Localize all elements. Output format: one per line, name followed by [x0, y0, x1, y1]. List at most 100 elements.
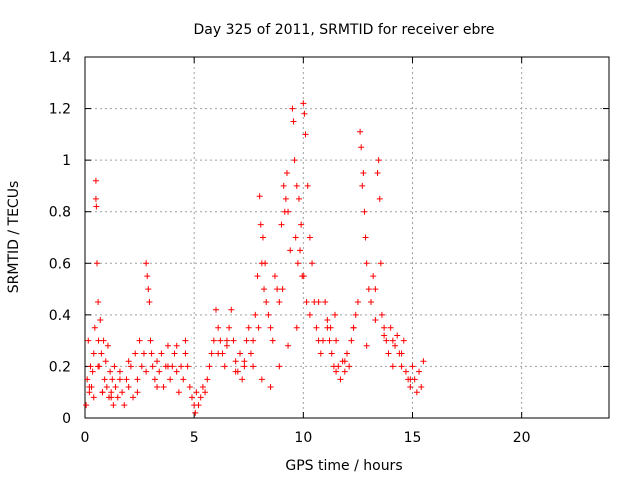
data-point — [149, 363, 156, 370]
y-tick-label: 1.4 — [49, 50, 71, 66]
data-point — [188, 394, 195, 401]
x-tick-label: 0 — [81, 430, 90, 446]
data-point — [294, 260, 301, 267]
data-point — [100, 337, 107, 344]
data-point — [173, 342, 180, 349]
data-point — [377, 260, 384, 267]
x-tick-label: 5 — [190, 430, 199, 446]
y-tick-label: 0 — [62, 411, 71, 427]
data-point — [241, 363, 248, 370]
data-point — [108, 394, 115, 401]
data-point — [91, 324, 98, 331]
data-point — [94, 260, 101, 267]
data-point — [154, 358, 161, 365]
data-point — [111, 363, 118, 370]
data-point — [112, 384, 119, 391]
data-point — [265, 311, 272, 318]
data-point — [85, 337, 92, 344]
data-point — [119, 389, 126, 396]
data-point — [358, 144, 365, 151]
data-point — [243, 337, 250, 344]
data-point — [147, 337, 154, 344]
data-point — [156, 368, 163, 375]
data-point — [381, 332, 388, 339]
data-point — [360, 170, 367, 177]
data-point — [144, 273, 151, 280]
data-point — [375, 157, 382, 164]
data-point — [287, 247, 294, 254]
data-point — [130, 394, 137, 401]
data-point — [110, 402, 117, 409]
data-point — [350, 324, 357, 331]
data-point — [84, 376, 91, 383]
data-point — [175, 389, 182, 396]
data-point — [138, 363, 145, 370]
data-point — [313, 324, 320, 331]
data-point — [226, 324, 233, 331]
x-tick-label: 20 — [513, 430, 531, 446]
data-point — [363, 342, 370, 349]
data-point — [132, 350, 139, 357]
data-point — [269, 337, 276, 344]
data-point — [297, 247, 304, 254]
data-point — [407, 384, 414, 391]
data-point — [263, 298, 270, 305]
data-point — [257, 221, 264, 228]
data-point — [239, 376, 246, 383]
data-point — [300, 100, 307, 107]
y-tick-label: 0.6 — [49, 256, 71, 272]
data-point — [344, 350, 350, 357]
data-point — [89, 368, 96, 375]
data-point — [302, 131, 309, 138]
data-point — [101, 376, 108, 383]
data-point — [102, 358, 109, 365]
data-point — [158, 350, 165, 357]
data-point — [167, 376, 174, 383]
data-point — [164, 363, 171, 370]
data-point — [279, 286, 286, 293]
data-point — [108, 389, 115, 396]
y-axis-label: SRMTID / TECUs — [6, 181, 22, 294]
data-point — [148, 350, 155, 357]
data-point — [304, 182, 311, 189]
grid — [85, 57, 609, 418]
data-point — [324, 317, 331, 324]
data-point — [413, 389, 420, 396]
data-point — [210, 337, 217, 344]
data-point — [282, 195, 289, 202]
data-point — [123, 376, 130, 383]
data-point — [303, 298, 310, 305]
data-point — [398, 350, 405, 357]
data-point — [145, 286, 152, 293]
data-point — [241, 358, 248, 365]
data-point — [208, 350, 215, 357]
data-point — [315, 298, 322, 305]
data-point — [309, 260, 316, 267]
data-point — [125, 358, 132, 365]
data-point — [184, 363, 191, 370]
data-point — [346, 363, 353, 370]
data-point — [341, 368, 348, 375]
data-point — [95, 363, 102, 370]
data-point — [292, 234, 299, 241]
data-point — [363, 260, 370, 267]
data-point — [372, 286, 379, 293]
data-point — [372, 317, 379, 324]
data-point — [327, 324, 334, 331]
data-point — [154, 384, 161, 391]
data-point — [103, 384, 110, 391]
data-point — [232, 358, 239, 365]
data-point — [418, 384, 425, 391]
data-point — [392, 342, 399, 349]
data-point — [178, 363, 185, 370]
data-point — [261, 286, 268, 293]
data-point — [252, 311, 259, 318]
data-point — [328, 350, 335, 357]
data-point — [333, 368, 340, 375]
data-point — [255, 324, 262, 331]
data-point — [217, 337, 224, 344]
data-point — [109, 376, 116, 383]
data-point — [276, 363, 283, 370]
data-point — [87, 363, 94, 370]
data-point — [370, 273, 377, 280]
